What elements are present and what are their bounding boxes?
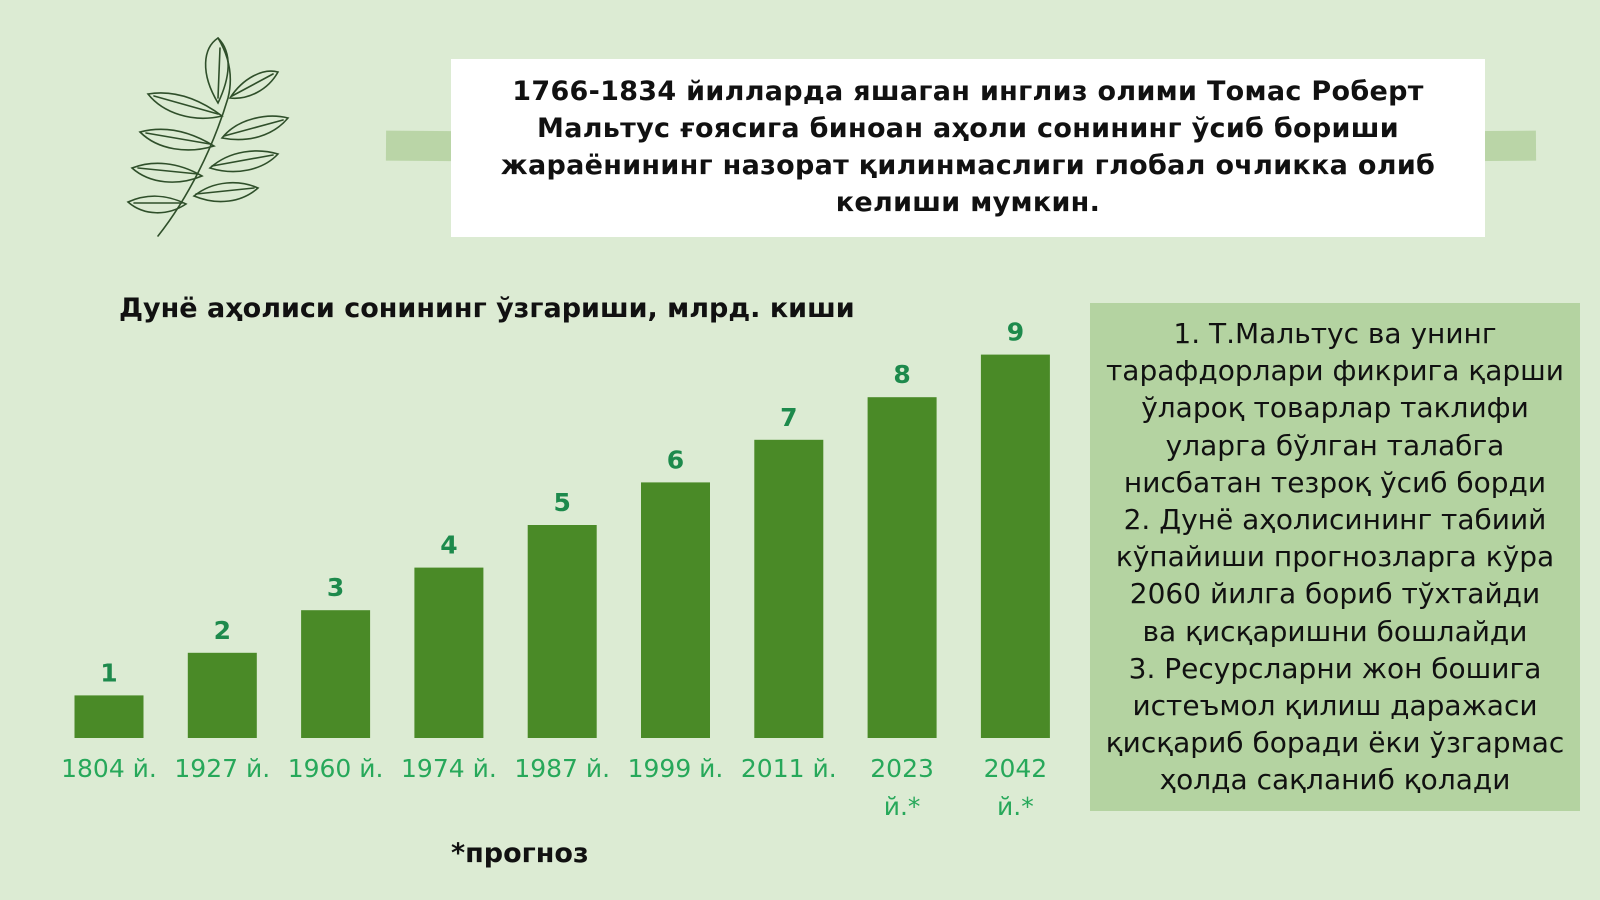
x-tick-label-6: 1999 й. bbox=[628, 754, 724, 783]
bar-6 bbox=[641, 482, 710, 738]
bar-1 bbox=[74, 695, 144, 738]
data-label-6: 6 bbox=[667, 445, 684, 474]
quote-line: жараёнининг назорат қилинмаслиги глобал … bbox=[500, 150, 1436, 181]
quote-text: 1766-1834 йилларда яшаган инглиз олими Т… bbox=[501, 73, 1435, 221]
bar-chart: 1 1804 й. 2 1927 й. 3 1960 й. 4 1974 й. 5 1987 й.… bbox=[61, 318, 1050, 821]
info-line: уларга бўлган талабга bbox=[1165, 428, 1505, 462]
x-tick-label-8-line-2: й.* bbox=[884, 792, 921, 821]
info-line: 2. Дунё аҳолисининг табиий bbox=[1123, 503, 1547, 537]
info-line: 3. Ресурсларни жон бошига bbox=[1128, 651, 1542, 685]
data-label-1: 1 bbox=[100, 658, 117, 687]
x-tick-label-2: 1927 й. bbox=[174, 754, 270, 783]
quote-line: келиши мумкин. bbox=[835, 187, 1101, 218]
x-tick-label-1: 1804 й. bbox=[61, 754, 157, 783]
data-label-3: 3 bbox=[327, 573, 344, 602]
info-line: қисқариб боради ёки ўзгармас bbox=[1105, 726, 1565, 760]
info-line: 2060 йилга бориб тўхтайди bbox=[1129, 577, 1541, 611]
data-label-8: 8 bbox=[893, 360, 910, 389]
info-line: ўлароқ товарлар таклифи bbox=[1141, 391, 1529, 425]
data-label-9: 9 bbox=[1007, 318, 1024, 347]
info-line: ҳолда сақланиб қолади bbox=[1159, 763, 1511, 797]
bar-9 bbox=[980, 354, 1050, 738]
bar-3 bbox=[301, 610, 371, 738]
data-label-5: 5 bbox=[553, 488, 570, 517]
x-tick-label-9-line-1: 2042 bbox=[984, 754, 1048, 783]
bar-8 bbox=[867, 397, 937, 738]
info-line: тарафдорлари фикрига қарши bbox=[1106, 354, 1564, 388]
forecast-footnote: *прогноз bbox=[451, 838, 589, 869]
bar-5 bbox=[527, 525, 597, 738]
data-label-4: 4 bbox=[440, 531, 457, 560]
x-tick-label-3: 1960 й. bbox=[288, 754, 384, 783]
info-box: 1. Т.Мальтус ва унинг тарафдорлари фикри… bbox=[1090, 303, 1580, 811]
chart-title: Дунё аҳолиси сонининг ўзгариши, млрд. ки… bbox=[119, 293, 855, 324]
bar-2 bbox=[187, 652, 257, 738]
bar-7 bbox=[754, 439, 824, 738]
leaf-branch-icon bbox=[126, 36, 290, 237]
quote-line: 1766-1834 йилларда яшаган инглиз олими Т… bbox=[512, 76, 1424, 107]
x-tick-label-4: 1974 й. bbox=[401, 754, 497, 783]
data-label-7: 7 bbox=[780, 403, 797, 432]
bar-4 bbox=[414, 567, 484, 738]
x-tick-label-8-line-1: 2023 bbox=[870, 754, 934, 783]
data-label-2: 2 bbox=[214, 616, 231, 645]
x-tick-label-9-line-2: й.* bbox=[997, 792, 1034, 821]
x-tick-label-5: 1987 й. bbox=[514, 754, 610, 783]
info-line: ва қисқаришни бошлайди bbox=[1142, 614, 1528, 648]
x-tick-label-7: 2011 й. bbox=[741, 754, 837, 783]
quote-card: 1766-1834 йилларда яшаган инглиз олими Т… bbox=[451, 59, 1485, 237]
info-line: кўпайиши прогнозларга кўра bbox=[1115, 540, 1555, 574]
quote-line: Мальтус ғоясига биноан аҳоли сонининг ўс… bbox=[537, 113, 1399, 144]
info-line: истеъмол қилиш даражаси bbox=[1132, 689, 1538, 723]
info-line: нисбатан тезроқ ўсиб борди bbox=[1123, 465, 1547, 499]
info-line: 1. Т.Мальтус ва унинг bbox=[1173, 317, 1497, 350]
